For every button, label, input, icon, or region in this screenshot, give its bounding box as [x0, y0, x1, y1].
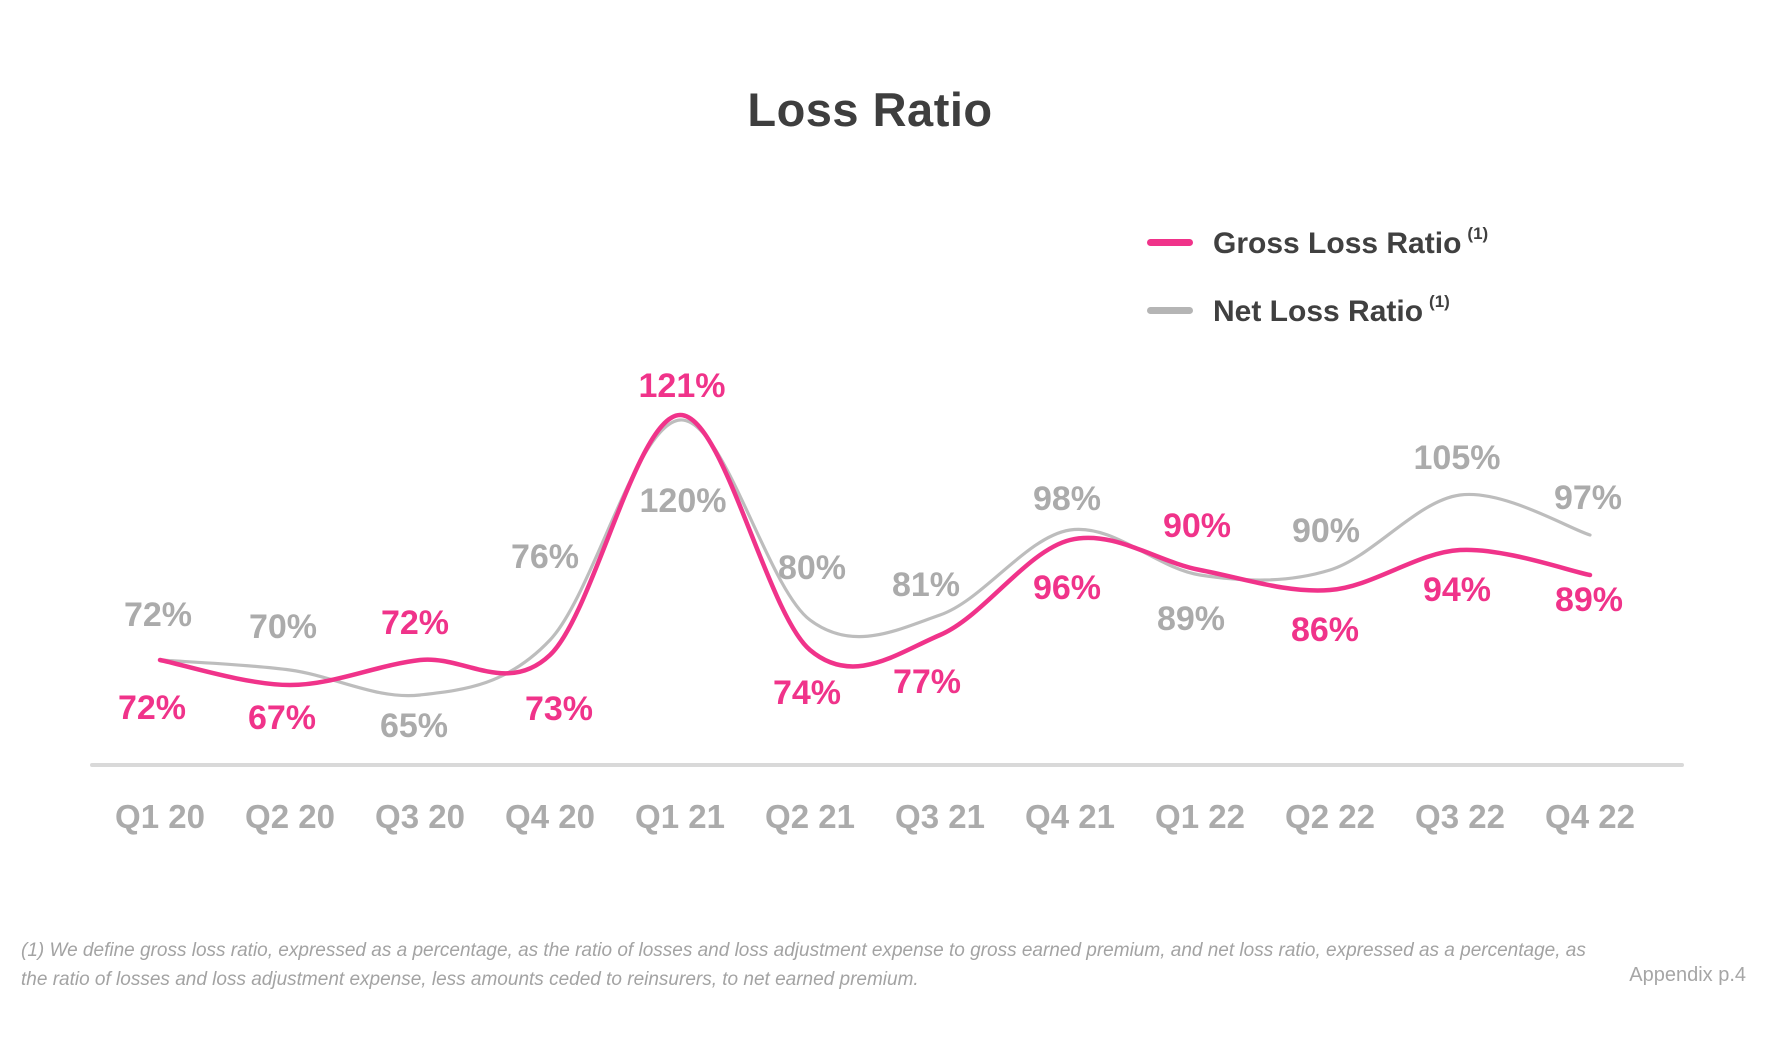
legend-label-gross: Gross Loss Ratio (1) [1213, 223, 1489, 260]
x-tick-label: Q4 22 [1545, 798, 1635, 835]
footnote-marker: (1) [1429, 291, 1450, 311]
net-series-swatch [1147, 306, 1193, 314]
x-tick-label: Q2 22 [1285, 798, 1375, 835]
net-data-label: 120% [640, 482, 727, 520]
gross-data-label: 90% [1163, 507, 1231, 545]
net-data-label: 90% [1292, 512, 1360, 550]
net-data-label: 72% [124, 596, 192, 634]
x-tick-label: Q1 21 [635, 798, 725, 835]
x-tick-label: Q4 20 [505, 798, 595, 835]
x-tick-label: Q1 20 [115, 798, 205, 835]
x-tick-label: Q2 20 [245, 798, 335, 835]
gross-data-label: 89% [1555, 581, 1623, 619]
gross-data-label: 73% [525, 690, 593, 728]
gross-data-label: 72% [118, 689, 186, 727]
gross-data-label: 86% [1291, 611, 1359, 649]
x-tick-label: Q1 22 [1155, 798, 1245, 835]
net-data-label: 98% [1033, 480, 1101, 518]
net-data-label: 80% [778, 549, 846, 587]
legend-item-net: Net Loss Ratio (1) [1147, 290, 1488, 330]
gross-series-swatch [1147, 238, 1193, 246]
x-tick-label: Q3 20 [375, 798, 465, 835]
net-data-label: 65% [380, 707, 448, 745]
net-data-label: 81% [892, 566, 960, 604]
net-data-label: 76% [511, 538, 579, 576]
gross-data-label: 96% [1033, 569, 1101, 607]
footnote: (1) We define gross loss ratio, expresse… [21, 940, 1586, 991]
gross-data-label: 94% [1423, 571, 1491, 609]
net-data-label: 89% [1157, 600, 1225, 638]
gross-data-label: 67% [248, 699, 316, 737]
x-tick-label: Q2 21 [765, 798, 855, 835]
x-tick-label: Q4 21 [1025, 798, 1115, 835]
appendix-page-ref: Appendix p.4 [1629, 964, 1746, 986]
net-data-label: 97% [1554, 479, 1622, 517]
gross-loss-ratio-line [157, 412, 1593, 688]
footnote-marker: (1) [1467, 223, 1489, 243]
legend-item-gross: Gross Loss Ratio (1) [1147, 222, 1488, 262]
gross-data-label: 74% [773, 674, 841, 712]
net-loss-ratio-line [158, 418, 1592, 698]
page-title: Loss Ratio [747, 83, 993, 136]
x-tick-label: Q3 21 [895, 798, 985, 835]
legend-label-net: Net Loss Ratio (1) [1213, 291, 1450, 328]
gross-data-label: 77% [893, 663, 961, 701]
net-data-label: 70% [249, 608, 317, 646]
legend: Gross Loss Ratio (1) Net Loss Ratio (1) [1147, 222, 1488, 358]
gross-data-label: 72% [381, 604, 449, 642]
gross-data-label: 121% [639, 367, 726, 405]
net-data-label: 105% [1414, 439, 1501, 477]
x-tick-label: Q3 22 [1415, 798, 1505, 835]
